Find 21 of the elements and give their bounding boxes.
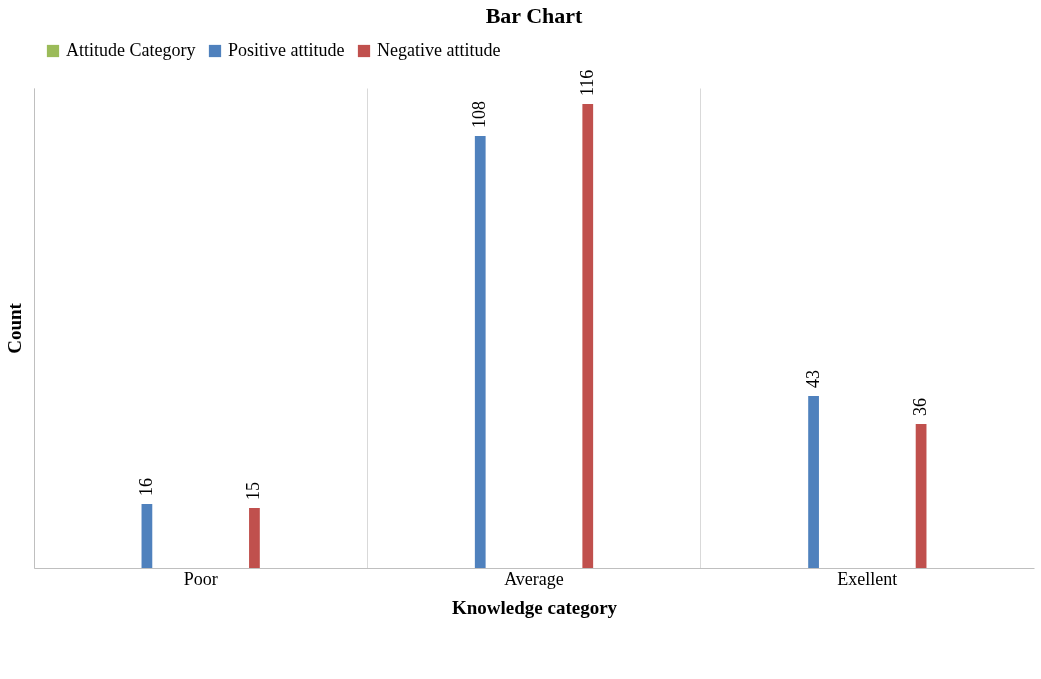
bar bbox=[915, 424, 927, 568]
bar bbox=[249, 508, 260, 568]
x-axis-title: Knowledge category bbox=[451, 596, 618, 618]
legend-label: Attitude Category bbox=[66, 40, 196, 60]
bar bbox=[141, 504, 153, 568]
data-label: 43 bbox=[802, 370, 823, 388]
data-label: 108 bbox=[469, 101, 490, 128]
data-label: 116 bbox=[576, 69, 597, 96]
bar bbox=[474, 136, 486, 568]
x-tick-label: Poor bbox=[183, 568, 218, 589]
chart-title: Bar Chart bbox=[485, 3, 584, 28]
x-tick-label: Average bbox=[504, 568, 564, 589]
legend-label: Positive attitude bbox=[228, 40, 345, 60]
bar bbox=[808, 396, 819, 568]
bar bbox=[582, 104, 594, 568]
data-label: 15 bbox=[243, 482, 264, 500]
data-label: 16 bbox=[135, 478, 156, 496]
x-tick-label: Exellent bbox=[837, 568, 898, 589]
legend-label: Negative attitude bbox=[377, 40, 501, 60]
y-axis-title: Count bbox=[3, 302, 25, 354]
data-label: 36 bbox=[910, 398, 931, 416]
